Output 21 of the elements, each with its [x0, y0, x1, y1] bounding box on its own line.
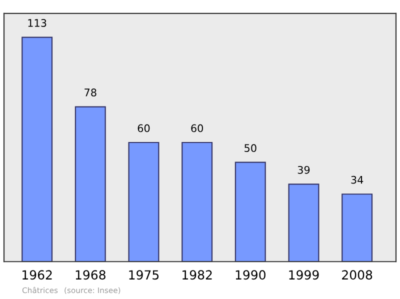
data-label: 113 — [28, 19, 46, 27]
x-tick-label: 2008 — [342, 270, 372, 280]
data-label: 60 — [191, 124, 203, 132]
x-tick-label: 1982 — [182, 270, 212, 280]
bar — [182, 142, 213, 262]
x-tick-label: 1999 — [289, 270, 319, 280]
data-label: 60 — [138, 124, 150, 132]
data-label: 34 — [351, 176, 364, 184]
bar — [74, 106, 106, 262]
x-tick-label: 1990 — [236, 270, 266, 280]
data-label: 78 — [84, 88, 96, 96]
x-tick-label: 1968 — [76, 270, 106, 280]
bar — [342, 194, 373, 262]
bar — [128, 142, 160, 262]
bar — [22, 36, 53, 262]
x-tick-label: 1975 — [129, 270, 159, 280]
x-tick-label: 1962 — [22, 270, 52, 280]
bar — [288, 184, 320, 262]
data-label: 50 — [244, 144, 256, 152]
data-label: 39 — [298, 166, 310, 174]
bar — [234, 162, 266, 262]
